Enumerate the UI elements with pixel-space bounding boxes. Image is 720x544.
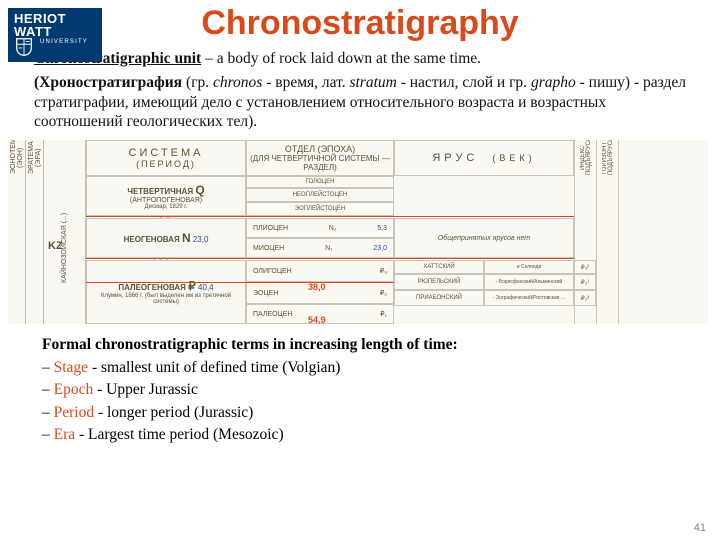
p-v1: ₽₃² <box>574 260 596 274</box>
rcol-notes <box>618 140 708 324</box>
formal-era: – Era - Largest time period (Mesozoic) <box>42 424 686 446</box>
shield-icon <box>13 36 35 58</box>
p-r1: и Селянди <box>484 260 574 274</box>
formal-period: – Period - longer period (Jurassic) <box>42 402 686 424</box>
col-era: ЭРАТЕМА (ЭРА) <box>26 140 44 324</box>
rcol-2: ГОРИЗОНТ ПОДЪЯРУСА <box>596 140 618 324</box>
row-quaternary: ЧЕТВЕРТИЧНАЯ Q (АНТРОПОГЕНОВАЯ) Десмар, … <box>86 176 246 216</box>
formal-epoch: – Epoch - Upper Jurassic <box>42 379 686 401</box>
stratigraphic-table: ЭОНОТЕМА (ЭОН) ЭРАТЕМА (ЭРА) КАЙНОЗОЙСКА… <box>8 140 708 324</box>
hdr-system: СИСТЕМА (ПЕРИОД) <box>86 140 246 176</box>
logo-sub: UNIVERSITY <box>40 39 96 45</box>
formal-stage: – Stage - smallest unit of defined time … <box>42 357 686 379</box>
hdr-epoch: ОТДЕЛ (ЭПОХА) (ДЛЯ ЧЕТВЕРТИЧНОЙ СИСТЕМЫ … <box>246 140 394 176</box>
university-logo: HERIOT WATT UNIVERSITY <box>8 8 102 62</box>
p-oligocene: ОЛИГОЦЕН₽₃ <box>246 260 394 282</box>
row-neogene: НЕОГЕНОВАЯ N 23,0 <box>86 218 246 258</box>
row-paleogene: ПАЛЕОГЕНОВАЯ ₽ 40,4 Клумин, 1866 г. (был… <box>86 260 246 324</box>
n-miocene: МИОЦЕНN₁23,0 <box>246 238 394 258</box>
n-note: Общепринятых ярусов нет <box>394 218 574 258</box>
p-y1: ХАТТСКИЙ <box>394 260 484 274</box>
slide-number: 41 <box>694 522 706 534</box>
p-r3: - Зографический/Ростовская ... <box>484 290 574 306</box>
body-text: Chronostratigraphic unit – a body of roc… <box>0 43 720 132</box>
ety-bold: (Хроностратиграфия <box>34 74 182 91</box>
page-title: Chronostratigraphy <box>0 4 720 43</box>
kz-label: KZ <box>48 240 63 252</box>
def-rest: – a body of rock laid down at the same t… <box>201 50 481 67</box>
p-y2: РЮПЕЛЬСКИЙ <box>394 274 484 290</box>
etymology: (Хроностратиграфия (гр. chronos - время,… <box>34 73 686 132</box>
definition: Chronostratigraphic unit – a body of roc… <box>34 49 686 69</box>
q-eop: ЭОПЛЕЙСТОЦЕН <box>246 202 394 216</box>
hdr-stage: ЯРУС (ВЕК) <box>394 140 574 176</box>
col-era-kz: КАЙНОЗОЙСКАЯ (...) <box>44 140 86 324</box>
q-neop: НЕОПЛЕЙСТОЦЕН <box>246 188 394 202</box>
col-eon: ЭОНОТЕМА (ЭОН) <box>8 140 26 324</box>
p-y3: ПРИАБОНСКИЙ <box>394 290 484 306</box>
formal-lead: Formal chronostratigraphic terms in incr… <box>42 334 686 356</box>
rednum-3: 38,0 <box>308 282 326 292</box>
formal-terms: Formal chronostratigraphic terms in incr… <box>0 324 720 446</box>
p-r2: - Борисфенский/Альминский <box>484 274 574 290</box>
p-v2: ₽₃¹ <box>574 274 596 290</box>
n-pliocene: ПЛИОЦЕНN₂5,3 <box>246 218 394 238</box>
rednum-4: 54,9 <box>308 315 326 324</box>
p-v3: ₽₂³ <box>574 290 596 306</box>
q-holocene: ГОЛОЦЕН <box>246 176 394 188</box>
